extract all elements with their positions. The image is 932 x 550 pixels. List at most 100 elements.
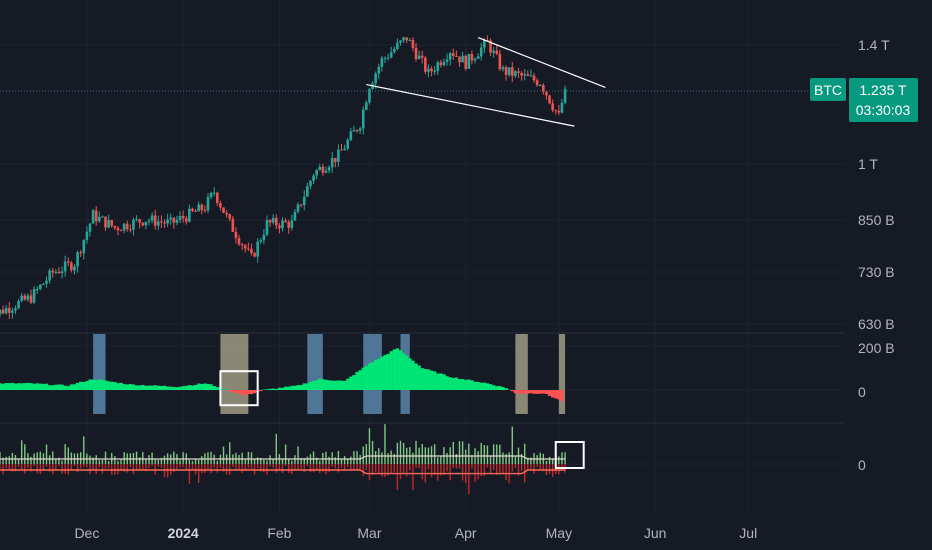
hist-bar-up: [5, 456, 7, 464]
area-step-positive: [433, 371, 437, 390]
hist-bar-down: [76, 464, 79, 473]
hist-bar-down: [104, 464, 107, 469]
area-step-positive: [327, 380, 331, 390]
area-step-negative: [557, 390, 561, 400]
hist-bar-up: [70, 452, 73, 464]
candle-body: [51, 270, 55, 273]
candle-body: [343, 148, 346, 151]
candle-body: [163, 222, 166, 224]
candle-body: [14, 308, 17, 311]
hist-bar-up: [281, 459, 284, 464]
hist-bar-down: [427, 464, 430, 470]
hist-bar-down: [151, 464, 153, 467]
area-step-negative: [246, 390, 251, 395]
hist-bar-up: [387, 453, 389, 464]
area-step-positive: [398, 350, 403, 390]
hist-bar-down: [45, 464, 48, 467]
area-step-positive: [13, 383, 18, 390]
hist-bar-up: [471, 455, 473, 464]
candle-body: [222, 207, 225, 213]
hist-bar-up: [48, 455, 51, 464]
price-badge-bg: [849, 78, 918, 122]
candle-body: [551, 103, 554, 111]
area-step-positive: [119, 382, 123, 390]
candle-body: [125, 223, 129, 230]
candle-body: [542, 84, 545, 92]
hist-bar-down: [409, 464, 411, 471]
hist-bar-down: [558, 464, 560, 475]
hist-bar-up: [120, 459, 122, 464]
hist-bar-up: [524, 443, 526, 464]
hist-bar-up: [247, 451, 250, 464]
candle-body: [461, 55, 464, 63]
hist-bar-up: [362, 446, 364, 464]
area-step-positive: [131, 384, 136, 390]
hist-bar-up: [347, 458, 349, 464]
area-step-negative: [234, 390, 238, 394]
candle-body: [101, 216, 104, 218]
area-step-positive: [386, 353, 390, 390]
hist-bar-up: [558, 456, 560, 464]
area-step-positive: [44, 383, 49, 390]
hist-bar-up: [477, 451, 479, 464]
area-step-positive: [349, 376, 353, 390]
x-tick-label: Feb: [267, 525, 291, 541]
area-indicator: [0, 348, 564, 402]
hist-bar-up: [263, 459, 265, 464]
candle-body: [66, 261, 70, 263]
candle-body: [237, 238, 241, 245]
area-step-positive: [26, 382, 30, 390]
candle-body: [287, 222, 291, 228]
area-step-positive: [162, 385, 167, 390]
candle-body: [203, 210, 207, 212]
hist-bar-down: [11, 464, 14, 472]
hist-bar-down: [297, 464, 299, 471]
hist-bar-up: [548, 456, 551, 464]
candle-body: [45, 280, 48, 284]
hist-bar-up: [154, 459, 156, 464]
hist-bar-down: [474, 464, 476, 482]
area-step-positive: [280, 387, 285, 390]
candle-body: [11, 310, 14, 313]
hist-bar-up: [514, 455, 517, 464]
candle-body: [501, 67, 505, 70]
area-step-positive: [91, 379, 95, 390]
hist-bar-up: [201, 456, 203, 464]
candle-body: [451, 53, 455, 56]
countdown-label: 03:30:03: [856, 102, 911, 118]
band-tan: [515, 334, 528, 414]
hist-bar-down: [412, 464, 414, 491]
hist-bar-up: [421, 443, 423, 464]
area-step-positive: [389, 351, 393, 390]
hist-bar-down: [27, 464, 29, 469]
area-step-negative: [519, 390, 524, 394]
hist-bar-down: [207, 464, 209, 471]
candle-body: [321, 166, 325, 173]
hist-bar-up: [306, 456, 309, 464]
candle-body: [439, 62, 443, 66]
candle-body: [296, 204, 300, 212]
area-step-positive: [181, 386, 185, 390]
candle-body: [337, 149, 340, 162]
area-step-positive: [417, 365, 421, 390]
hist-bar-up: [39, 451, 42, 464]
area-step-positive: [436, 373, 440, 390]
hist-bar-down: [350, 464, 352, 470]
candle-body: [243, 245, 247, 249]
area-step-positive: [10, 382, 15, 390]
hist-bar-up: [114, 456, 116, 464]
area-step-positive: [48, 385, 52, 390]
area-step-positive: [72, 384, 77, 390]
candle-body: [104, 216, 107, 228]
hist-bar-down: [138, 464, 141, 471]
area-step-positive: [457, 379, 462, 390]
hist-bar-down: [365, 464, 368, 471]
hist-bar-up: [545, 460, 548, 464]
candle-body: [408, 39, 412, 41]
area-step-negative: [551, 390, 555, 398]
area-step-negative: [560, 390, 564, 402]
candle-body: [504, 67, 508, 75]
hist-bar-down: [225, 464, 228, 475]
hist-bar-up: [256, 457, 259, 464]
hist-bar-up: [182, 452, 184, 464]
